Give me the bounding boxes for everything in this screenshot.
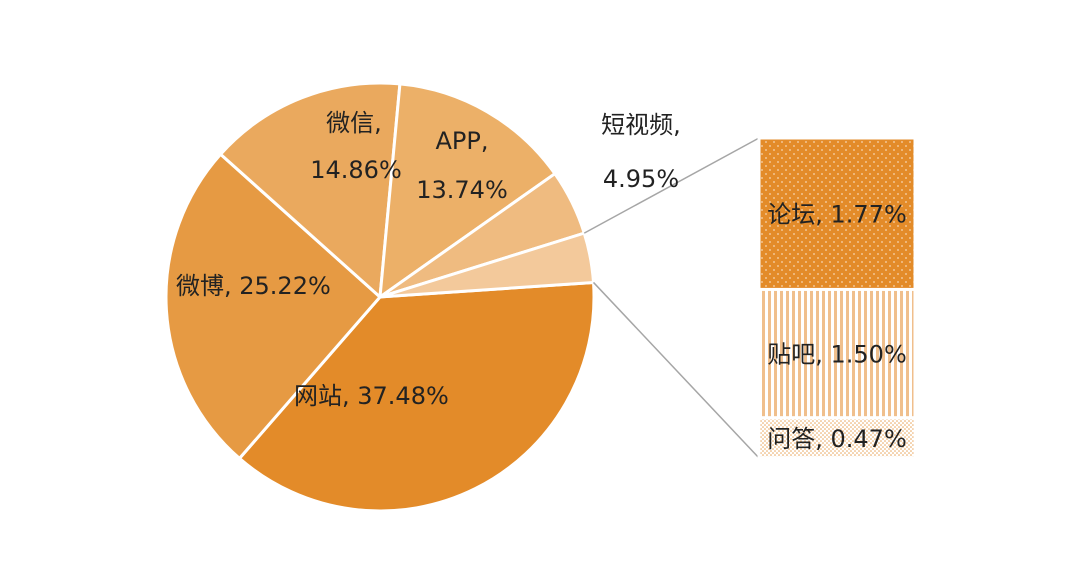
breakdown-segment-0 xyxy=(757,136,917,291)
pie-slice-5 xyxy=(378,231,596,299)
slice-label-1: 微博, 25.22% xyxy=(176,272,331,300)
connector-lines xyxy=(583,137,760,459)
pie-slices xyxy=(164,81,596,513)
slice-label-value-3: 13.74% xyxy=(416,176,508,204)
breakdown-label-2: 问答, 0.47% xyxy=(767,425,907,453)
slice-label-value-2: 14.86% xyxy=(310,156,402,184)
breakdown-segment-2 xyxy=(757,416,917,460)
data-labels: 网站, 37.48% 微博, 25.22% 微信, 14.86% APP, 13.74% 短… xyxy=(176,109,907,453)
breakdown-bar xyxy=(757,136,917,460)
slice-label-name-4: 短视频, xyxy=(601,111,681,139)
connector-line-1 xyxy=(592,281,760,459)
breakdown-segment-1 xyxy=(757,287,917,420)
slice-label-name-2: 微信, xyxy=(326,109,382,137)
breakdown-label-1: 贴吧, 1.50% xyxy=(767,341,907,369)
slice-label-0: 网站, 37.48% xyxy=(294,382,449,410)
slice-label-value-4: 4.95% xyxy=(603,165,679,193)
slice-label-name-3: APP, xyxy=(436,127,489,155)
pie-slice-1 xyxy=(164,152,382,460)
pie-slice-3 xyxy=(378,82,557,299)
pie-slice-2 xyxy=(219,81,402,299)
breakdown-label-0: 论坛, 1.77% xyxy=(767,201,907,229)
connector-line-0 xyxy=(583,137,760,234)
pie-slice-0 xyxy=(237,280,596,513)
